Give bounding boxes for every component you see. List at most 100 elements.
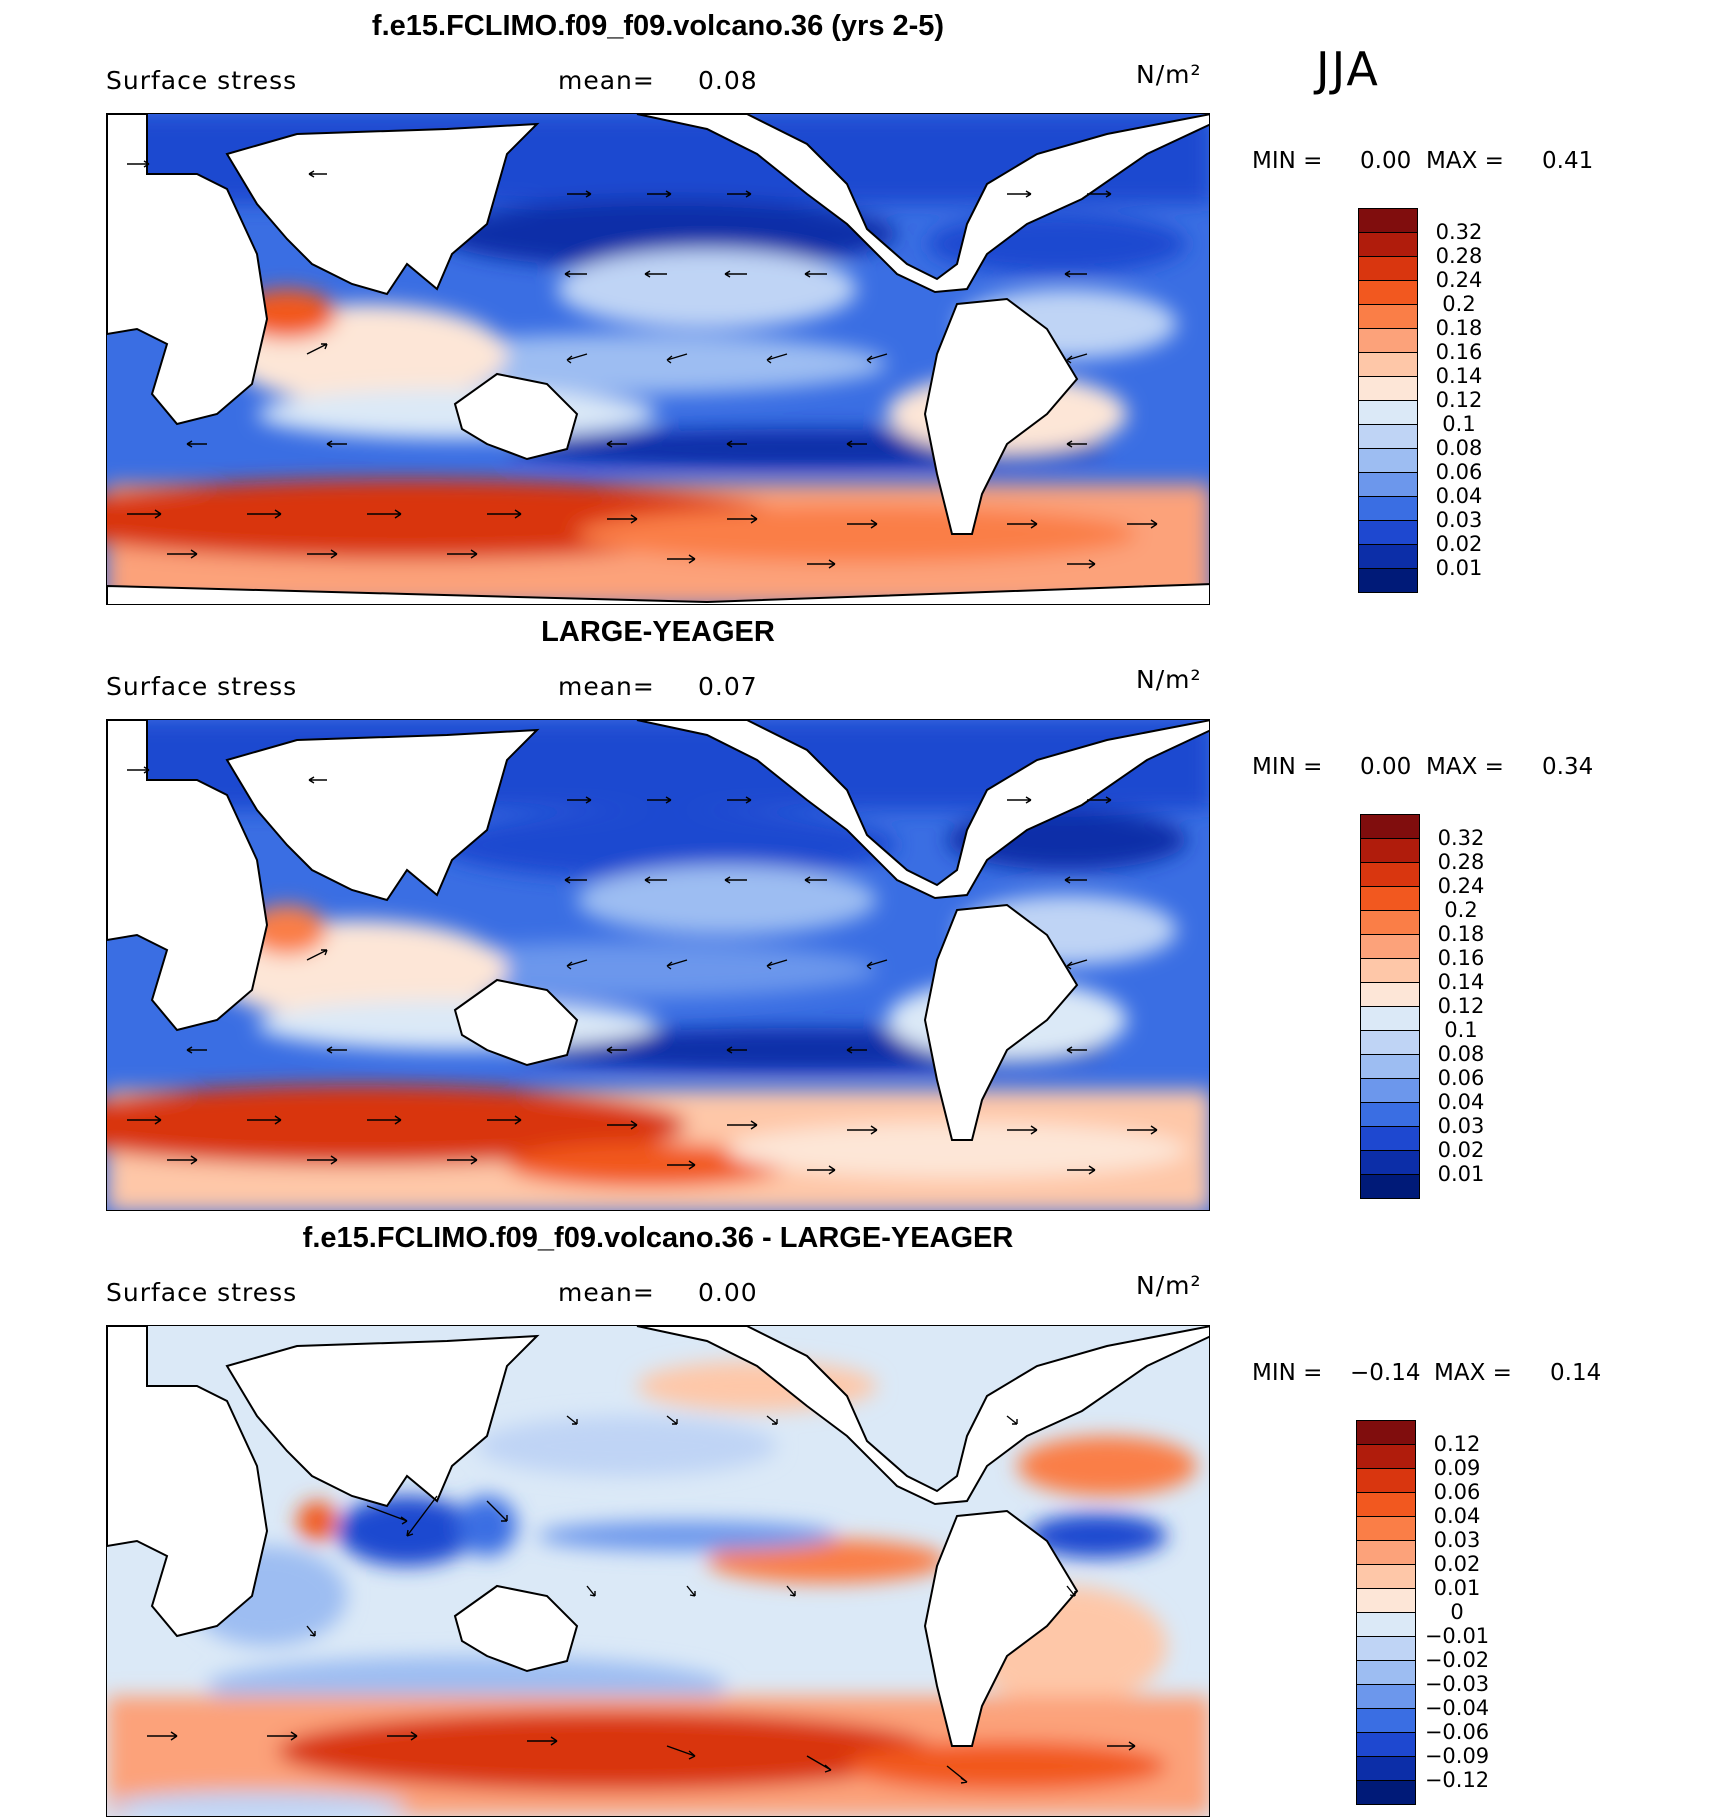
colorbar-label: −0.04 [1424, 1696, 1490, 1720]
colorbar-swatch [1358, 400, 1418, 425]
panel-2-variable: Surface stress [106, 672, 298, 701]
colorbar-swatch [1360, 1102, 1420, 1127]
colorbar-swatch [1356, 1444, 1416, 1469]
colorbar-swatch [1358, 328, 1418, 353]
colorbar-label: −0.03 [1424, 1672, 1490, 1696]
australia-landmass [453, 1584, 579, 1673]
colorbar-label: 0.06 [1437, 1066, 1485, 1090]
colorbar-swatch [1360, 1006, 1420, 1031]
panel-1-map [106, 113, 1210, 605]
colorbar-swatch [1358, 448, 1418, 473]
colorbar-swatch [1360, 1174, 1420, 1199]
colorbar-swatch [1358, 280, 1418, 305]
colorbar-label: 0.03 [1433, 1528, 1481, 1552]
colorbar-swatch [1358, 496, 1418, 521]
colorbar-label: 0.12 [1435, 388, 1483, 412]
colorbar-label: 0.04 [1435, 484, 1483, 508]
north-america-landmass [636, 720, 1209, 900]
colorbar-swatch [1360, 982, 1420, 1007]
colorbar-label: 0.09 [1433, 1456, 1481, 1480]
colorbar-label: 0.03 [1435, 508, 1483, 532]
colorbar-swatch [1356, 1660, 1416, 1685]
colorbar-swatch [1360, 814, 1420, 839]
panel-1-mean-value: 0.08 [698, 66, 758, 95]
colorbar-label: 0.04 [1433, 1504, 1481, 1528]
panel-3-variable: Surface stress [106, 1278, 298, 1307]
colorbar-label: −0.06 [1424, 1720, 1490, 1744]
panel-2-mean-value: 0.07 [698, 672, 758, 701]
asia-landmass [225, 1334, 540, 1508]
panel-3-map [106, 1325, 1210, 1817]
colorbar-label: 0.08 [1437, 1042, 1485, 1066]
colorbar-label: 0.06 [1435, 460, 1483, 484]
south-america-landmass [923, 1509, 1079, 1747]
asia-landmass [225, 728, 540, 902]
panel-3-min-value: −0.14 [1350, 1360, 1421, 1386]
panel-3-units: N/m² [1136, 1271, 1202, 1300]
panel-2-max-label: MAX = [1426, 754, 1504, 780]
panel-1-mean-label: mean= [558, 66, 655, 95]
colorbar-swatch [1358, 424, 1418, 449]
colorbar-swatch [1356, 1564, 1416, 1589]
panel-3-mean-value: 0.00 [698, 1278, 758, 1307]
colorbar-swatch [1356, 1540, 1416, 1565]
panel-2-min-label: MIN = [1252, 754, 1323, 780]
colorbar-swatch [1356, 1636, 1416, 1661]
colorbar-label: 0.2 [1442, 292, 1476, 316]
colorbar-swatch [1360, 934, 1420, 959]
colorbar-label: 0.14 [1437, 970, 1485, 994]
colorbar-label: 0.28 [1435, 244, 1483, 268]
colorbar-swatch [1358, 376, 1418, 401]
colorbar-swatch [1360, 1150, 1420, 1175]
wind-vectors [147, 1415, 1136, 1784]
colorbar-label: −0.01 [1424, 1624, 1490, 1648]
colorbar-swatch [1360, 1078, 1420, 1103]
colorbar-swatch [1356, 1684, 1416, 1709]
colorbar-swatch [1360, 1126, 1420, 1151]
panel-2-units: N/m² [1136, 665, 1202, 694]
colorbar-label: −0.12 [1424, 1768, 1490, 1792]
colorbar-label: 0.18 [1435, 316, 1483, 340]
colorbar-swatch [1358, 568, 1418, 593]
panel-1-max-label: MAX = [1426, 148, 1504, 174]
colorbar-label: 0.04 [1437, 1090, 1485, 1114]
season-label: JJA [1316, 42, 1380, 96]
south-america-landmass [923, 297, 1079, 535]
colorbar-swatch [1356, 1612, 1416, 1637]
colorbar-swatch [1358, 208, 1418, 233]
antarctica-landmass [107, 583, 1209, 604]
colorbar-swatch [1358, 304, 1418, 329]
panel-2-title: LARGE-YEAGER [541, 616, 775, 648]
colorbar-label: 0.28 [1437, 850, 1485, 874]
africa-europe-landmass [107, 720, 269, 1032]
colorbar-label: 0.02 [1435, 532, 1483, 556]
panel-3-title: f.e15.FCLIMO.f09_f09.volcano.36 - LARGE-… [302, 1222, 1014, 1254]
colorbar-label: 0.32 [1435, 220, 1483, 244]
colorbar-label: 0.32 [1437, 826, 1485, 850]
colorbar-swatch [1356, 1516, 1416, 1541]
colorbar-swatch [1360, 862, 1420, 887]
colorbar-label: 0.12 [1437, 994, 1485, 1018]
colorbar-label: 0.01 [1433, 1576, 1481, 1600]
panel-3-max-value: 0.14 [1550, 1360, 1602, 1386]
panel-1-variable: Surface stress [106, 66, 298, 95]
colorbar-swatch [1358, 232, 1418, 257]
colorbar-label: 0.1 [1442, 412, 1476, 436]
colorbar-label: 0.18 [1437, 922, 1485, 946]
panel-1-units: N/m² [1136, 60, 1202, 89]
australia-landmass [453, 978, 579, 1067]
colorbar-swatch [1358, 520, 1418, 545]
wind-vectors [127, 766, 1158, 1175]
panel-3-max-label: MAX = [1434, 1360, 1512, 1386]
colorbar-label: 0 [1450, 1600, 1464, 1624]
colorbar-label: 0.02 [1433, 1552, 1481, 1576]
colorbar-label: 0.24 [1435, 268, 1483, 292]
colorbar-label: 0.16 [1435, 340, 1483, 364]
panel-1-max-value: 0.41 [1542, 148, 1594, 174]
panel-2-min-value: 0.00 [1360, 754, 1412, 780]
colorbar-swatch [1356, 1492, 1416, 1517]
colorbar-label: 0.03 [1437, 1114, 1485, 1138]
north-america-landmass [636, 114, 1209, 294]
panel-3-mean-label: mean= [558, 1278, 655, 1307]
colorbar-swatch [1356, 1756, 1416, 1781]
